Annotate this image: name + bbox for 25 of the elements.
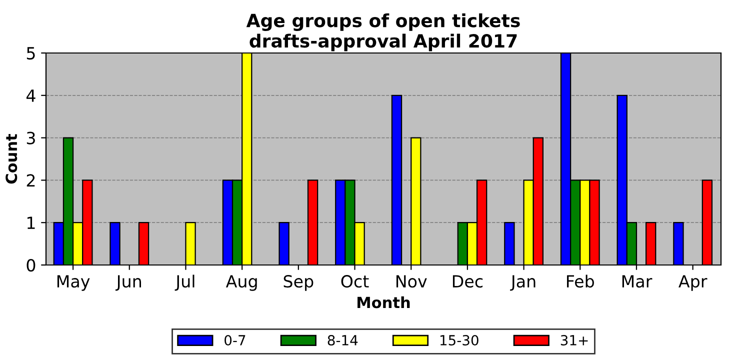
y-tick-label: 4 [26, 90, 36, 102]
x-tick-label: Sep [284, 275, 314, 291]
y-axis-title: Count [6, 134, 18, 184]
legend-label: 15-30 [440, 334, 478, 346]
y-tick-label: 0 [26, 258, 36, 272]
x-tick-label: Aug [226, 275, 257, 291]
x-tick-label: Mar [622, 275, 652, 288]
x-tick-label: Apr [678, 275, 708, 291]
y-tick-label: 1 [28, 216, 35, 229]
legend-label: 31+ [560, 334, 588, 346]
x-tick-label: Jan [510, 275, 536, 291]
y-tick-label: 5 [26, 47, 35, 60]
chart-title: Age groups of open tickets drafts-approval April 2017 [246, 13, 520, 52]
x-tick-label: May [57, 275, 90, 291]
x-tick-label: Oct [341, 275, 369, 288]
x-tick-label: Jun [116, 275, 141, 291]
x-axis-title: Month [358, 296, 410, 308]
legend-label: 0-7 [224, 334, 246, 346]
y-tick-label: 2 [26, 174, 35, 187]
x-tick-label: Dec [452, 275, 483, 288]
y-tick-label: 3 [26, 132, 35, 144]
x-tick-label: Feb [567, 274, 594, 288]
legend-label: 8-14 [328, 334, 358, 346]
x-tick-label: Jul [174, 274, 194, 291]
x-tick-label: Nov [396, 275, 427, 288]
